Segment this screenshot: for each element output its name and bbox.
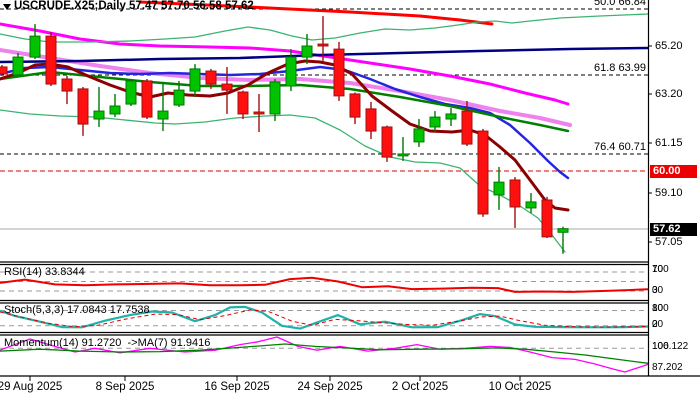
stoch-d xyxy=(0,309,649,328)
candle-bearish xyxy=(141,79,153,120)
candle-bullish xyxy=(493,166,505,210)
candle-bearish xyxy=(61,75,73,105)
candle-body xyxy=(317,43,329,47)
candle-bullish xyxy=(413,119,425,147)
candle-bullish xyxy=(125,79,137,107)
candle-body xyxy=(301,45,313,58)
candle-bullish xyxy=(557,226,569,254)
candle-bullish xyxy=(525,192,537,214)
candle-body xyxy=(445,113,457,120)
stoch-k xyxy=(0,305,649,330)
candle-bullish xyxy=(285,49,297,92)
candle-bullish xyxy=(109,93,121,118)
candle-body xyxy=(45,35,57,85)
candle-body xyxy=(0,66,8,75)
candle-bullish xyxy=(173,80,185,107)
candle-bullish xyxy=(93,86,105,127)
ma-darkgreen xyxy=(0,70,570,133)
candle-body xyxy=(349,93,361,118)
candle-bearish xyxy=(461,100,473,147)
main-price-panel[interactable] xyxy=(0,0,648,254)
ma-blue xyxy=(0,65,570,180)
candle-bearish xyxy=(349,92,361,125)
candle-bearish xyxy=(317,16,329,61)
momentum-panel[interactable] xyxy=(0,331,649,373)
candle-body xyxy=(125,80,137,105)
candle-bearish xyxy=(205,68,217,89)
candle-body xyxy=(93,110,105,120)
candle-body xyxy=(413,128,425,143)
candle-bullish xyxy=(445,107,457,127)
candle-body xyxy=(237,91,249,115)
band-upper xyxy=(0,13,648,43)
candle-body xyxy=(493,181,505,196)
candle-bullish xyxy=(189,64,201,98)
candle-bearish xyxy=(237,90,249,120)
candle-bullish xyxy=(29,24,41,60)
candle-body xyxy=(365,108,377,132)
candle-bearish xyxy=(221,66,233,114)
candle-bearish xyxy=(253,93,265,133)
ma-navy xyxy=(0,46,648,64)
candle-bearish xyxy=(509,177,521,228)
candle-body xyxy=(397,153,409,157)
candle-body xyxy=(333,48,345,97)
candle-bullish xyxy=(429,111,441,133)
candle-body xyxy=(141,80,153,118)
rsi-line xyxy=(0,276,649,293)
candle-bearish xyxy=(0,65,8,76)
momentum-ma xyxy=(0,343,649,364)
candle-body xyxy=(525,201,537,209)
candle-body xyxy=(429,116,441,128)
candle-body xyxy=(221,83,233,91)
candle-bearish xyxy=(477,128,489,217)
ma-darkred xyxy=(0,59,570,212)
candle-body xyxy=(461,110,473,145)
candle-bullish xyxy=(397,137,409,161)
candle-body xyxy=(157,110,169,120)
candle-bearish xyxy=(333,41,345,101)
ma-violet xyxy=(0,48,572,127)
candle-body xyxy=(61,78,73,92)
band-lower xyxy=(0,109,566,253)
candle-body xyxy=(189,68,201,92)
candle-body xyxy=(381,126,393,158)
candle-body xyxy=(205,70,217,85)
candle-body xyxy=(557,228,569,233)
candle-bearish xyxy=(45,32,57,87)
momentum-line xyxy=(0,336,649,373)
rsi-panel[interactable] xyxy=(0,261,649,293)
candle-bearish xyxy=(381,125,393,162)
candle-bullish xyxy=(301,33,313,65)
candle-body xyxy=(12,56,24,76)
candle-body xyxy=(109,105,121,115)
candle-body xyxy=(477,130,489,215)
candle-bearish xyxy=(541,196,553,239)
candle-bearish xyxy=(365,101,377,140)
candle-bullish xyxy=(157,81,169,132)
candle-body xyxy=(29,35,41,58)
candle-bullish xyxy=(269,79,281,121)
candle-bearish xyxy=(77,86,89,136)
ma-red-top xyxy=(138,0,494,26)
candle-body xyxy=(77,88,89,125)
candle-body xyxy=(173,89,185,106)
candle-body xyxy=(541,199,553,238)
candle-body xyxy=(269,81,281,115)
candle-body xyxy=(285,56,297,87)
candle-body xyxy=(253,111,265,115)
stoch-panel[interactable] xyxy=(0,299,649,330)
candle-body xyxy=(509,179,521,208)
candle-bullish xyxy=(12,52,24,78)
